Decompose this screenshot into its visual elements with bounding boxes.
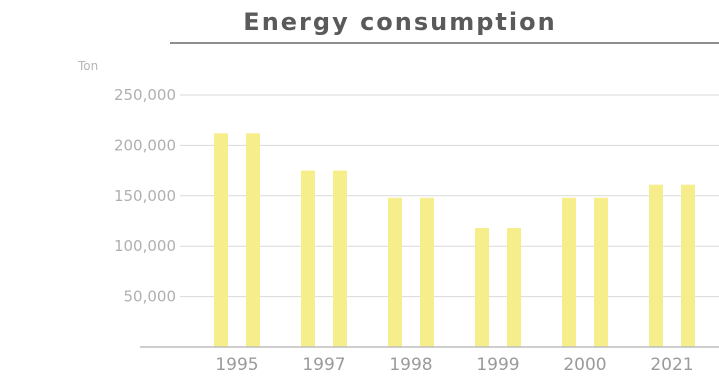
- bar-layer: [214, 133, 695, 347]
- bar: [562, 197, 576, 347]
- y-tick-label: 50,000: [124, 288, 177, 306]
- x-tick-label: 2021: [650, 355, 693, 375]
- bar: [507, 228, 521, 347]
- y-axis-unit: Ton: [77, 59, 98, 73]
- grid-layer: [180, 94, 719, 298]
- bar: [333, 170, 347, 347]
- x-tick-label: 1999: [476, 355, 519, 375]
- x-tick-label: 1998: [389, 355, 432, 375]
- chart-title: Energy consumption: [243, 8, 557, 36]
- x-tick-label: 2000: [563, 355, 606, 375]
- y-tick-label: 100,000: [114, 237, 176, 255]
- y-tick-label: 250,000: [114, 86, 176, 104]
- x-tick-labels: 1995 1997 1998 1999 2000 2021: [215, 355, 693, 375]
- bar: [301, 170, 315, 347]
- bar: [388, 197, 402, 347]
- bar: [594, 197, 608, 347]
- y-tick-labels: 50,000 100,000 150,000 200,000 250,000: [114, 86, 176, 306]
- bar: [649, 184, 663, 347]
- x-tick-label: 1997: [302, 355, 345, 375]
- bar: [214, 133, 228, 347]
- bar: [475, 228, 489, 347]
- bar: [246, 133, 260, 347]
- y-tick-label: 150,000: [114, 187, 176, 205]
- x-tick-label: 1995: [215, 355, 258, 375]
- y-tick-label: 200,000: [114, 136, 176, 154]
- bar: [420, 197, 434, 347]
- bar: [681, 184, 695, 347]
